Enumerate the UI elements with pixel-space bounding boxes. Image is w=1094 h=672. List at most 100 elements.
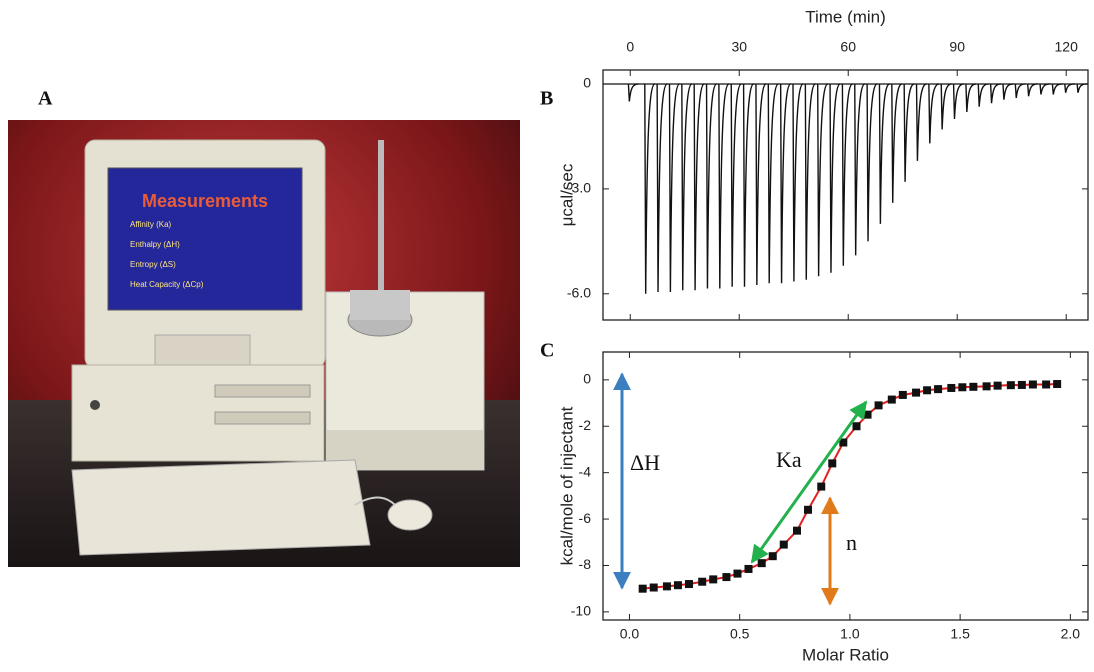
data-point <box>673 581 682 590</box>
injection-peak <box>779 83 792 284</box>
data-point <box>709 575 718 584</box>
x-tick-label: 90 <box>949 39 965 55</box>
data-point <box>969 382 978 391</box>
injection-peak <box>627 83 639 102</box>
x-tick-label: 30 <box>731 39 747 55</box>
data-point <box>744 564 753 573</box>
annotation: n <box>846 530 857 555</box>
injection-peak <box>730 83 742 287</box>
injection-peak <box>656 83 668 293</box>
annotation: Ka <box>776 447 802 472</box>
injection-peak <box>1064 83 1075 93</box>
data-point <box>1053 380 1062 389</box>
data-point <box>793 526 801 535</box>
screen-item: Enthalpy (ΔH) <box>130 240 180 249</box>
injection-peak <box>693 83 705 291</box>
y-axis-label: kcal/mole of injectant <box>557 406 576 565</box>
x-tick-label: 0.5 <box>730 626 750 642</box>
injection-peak <box>1076 83 1088 93</box>
x-axis-label: Molar Ratio <box>802 645 889 664</box>
y-tick-label: 0 <box>583 75 591 91</box>
data-point <box>804 505 813 514</box>
plot-frame <box>602 351 1089 621</box>
injection-peak <box>792 83 804 282</box>
y-tick-label: -10 <box>571 603 591 619</box>
screen-title: Measurements <box>142 191 268 211</box>
data-point <box>638 584 647 593</box>
data-point <box>912 388 921 397</box>
data-point <box>779 540 788 549</box>
x-tick-label: 2.0 <box>1061 626 1081 642</box>
injection-peak <box>866 83 878 242</box>
data-point <box>757 559 766 568</box>
data-point <box>947 383 956 392</box>
injection-peak <box>1014 83 1026 99</box>
data-point <box>1017 380 1026 389</box>
data-point <box>817 482 826 491</box>
data-point <box>662 582 671 591</box>
data-point <box>898 390 907 399</box>
injection-peak <box>804 83 816 280</box>
injection-peak <box>829 83 841 273</box>
y-tick-label: -3.0 <box>567 180 591 196</box>
y-tick-label: -8 <box>579 556 592 572</box>
data-point <box>649 583 658 592</box>
injection-peak <box>1026 83 1038 97</box>
fit-line <box>642 383 1058 590</box>
injection-peak <box>989 83 1001 104</box>
injection-peak <box>928 83 940 144</box>
y-axis-label: μcal/sec <box>557 163 576 226</box>
data-point <box>993 381 1002 390</box>
injection-peak <box>878 83 890 224</box>
injection-peak <box>1051 83 1063 95</box>
injection-peak <box>965 83 977 113</box>
screen-item: Heat Capacity (ΔCp) <box>130 280 204 289</box>
screen-item: Entropy (ΔS) <box>130 260 176 269</box>
data-point <box>982 382 991 391</box>
injection-peak <box>644 83 656 294</box>
injection-peak <box>915 83 927 161</box>
y-tick-label: -4 <box>579 463 592 479</box>
x-tick-label: 1.5 <box>950 626 970 642</box>
data-point <box>923 386 932 395</box>
photo: Measurements Affinity (Ka) Enthalpy (ΔH)… <box>8 120 520 567</box>
injection-peak <box>742 83 755 287</box>
injection-peak <box>767 83 779 284</box>
x-tick-label: 60 <box>840 39 856 55</box>
data-point <box>852 422 861 431</box>
y-tick-label: -2 <box>579 417 592 433</box>
data-point <box>934 385 943 394</box>
data-point <box>1042 380 1051 389</box>
injection-peak <box>903 83 915 182</box>
data-point <box>1028 380 1037 389</box>
panel-label: A <box>38 88 53 110</box>
data-point <box>958 383 967 392</box>
injection-peak <box>681 83 693 291</box>
injection-peak <box>952 83 964 119</box>
screen-item: Affinity (Ka) <box>130 220 172 229</box>
y-tick-label: 0 <box>583 371 591 387</box>
x-tick-label: 120 <box>1055 39 1079 55</box>
injection-peak <box>940 83 952 130</box>
data-point <box>828 459 837 468</box>
plot-frame <box>602 69 1089 321</box>
data-point <box>684 580 693 589</box>
x-axis-label: Time (min) <box>805 7 886 26</box>
injection-peak <box>718 83 730 289</box>
injection-peak <box>755 83 767 286</box>
injection-peak <box>854 83 866 256</box>
injection-peak <box>1002 83 1014 100</box>
annotation: ΔH <box>630 450 660 475</box>
data-point <box>863 410 872 419</box>
injection-peak <box>977 83 989 107</box>
injection-peak <box>841 83 853 266</box>
data-point <box>733 569 742 578</box>
injection-peak <box>891 83 903 203</box>
arrow <box>750 400 868 564</box>
injection-peak <box>668 83 681 293</box>
injection-peak <box>705 83 718 289</box>
data-point <box>887 395 896 404</box>
injection-peak <box>1039 83 1051 95</box>
y-tick-label: -6.0 <box>567 284 591 300</box>
